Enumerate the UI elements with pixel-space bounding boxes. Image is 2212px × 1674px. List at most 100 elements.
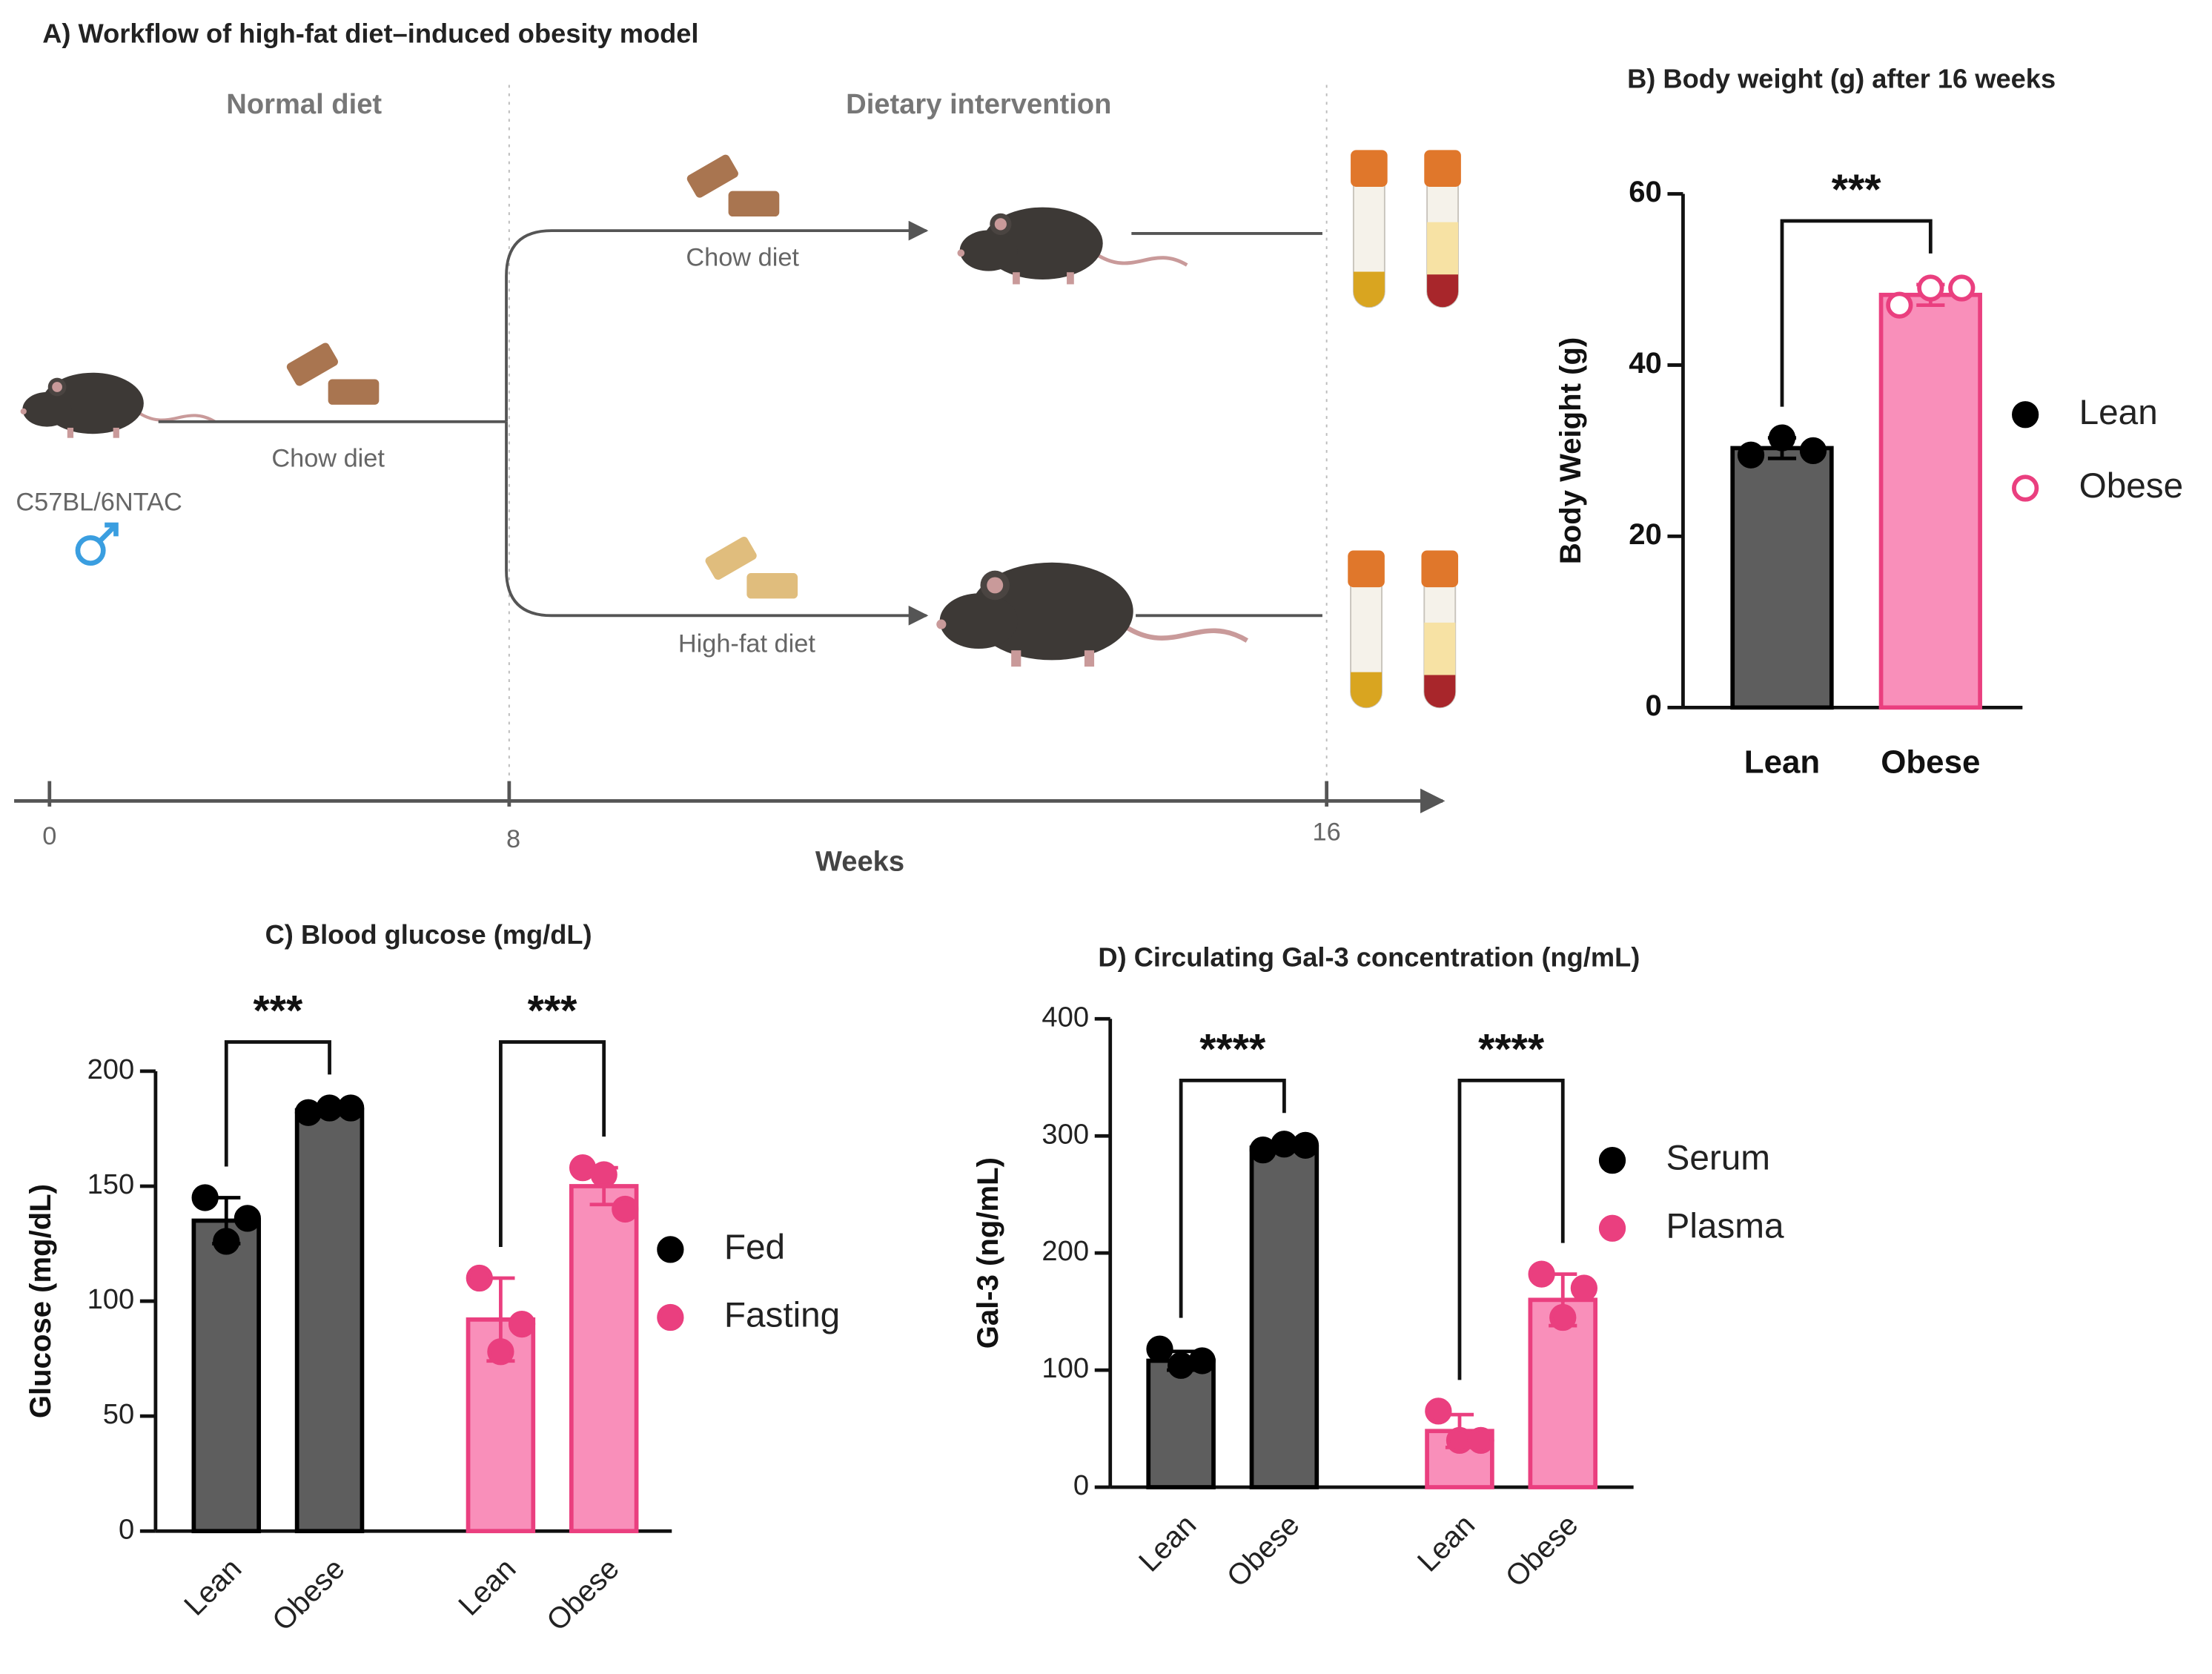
x-tick-label: Obese [540,1552,626,1638]
y-tick-label: 0 [1073,1469,1089,1501]
bar [569,1184,639,1534]
y-tick-label: 400 [1042,1001,1089,1033]
data-point [1886,291,1913,319]
bar [1249,1145,1319,1489]
data-point [337,1094,365,1122]
chart-title: C) Blood glucose (mg/dL) [265,919,592,950]
y-tick-label: 300 [1042,1118,1089,1150]
x-tick-label: Lean [178,1552,248,1622]
data-point [234,1205,262,1232]
bar [1878,292,1982,710]
significance-label: *** [1832,166,1882,214]
data-point [1917,274,1944,302]
x-tick-label: Obese [1500,1509,1585,1594]
food-icon [685,153,780,217]
bar [294,1108,365,1534]
data-point [612,1195,639,1223]
legend-label: Obese [2079,466,2183,506]
timeline-tick-label: 16 [1313,818,1341,846]
legend-marker [1598,1147,1626,1174]
data-point [508,1310,536,1338]
bar [1146,1358,1216,1489]
y-tick-label: 150 [87,1168,135,1200]
data-point [1948,274,1976,302]
y-tick-label: 100 [1042,1352,1089,1384]
legend-marker [657,1303,684,1331]
significance-bracket [1780,219,1933,407]
mouse-icon [957,208,1187,285]
flow-arrow [505,421,929,626]
timeline-label: Weeks [815,845,904,877]
tube-icon [1423,149,1462,308]
y-tick-label: 0 [119,1513,134,1545]
data-point [1167,1352,1195,1379]
data-point [1549,1303,1577,1331]
data-point [1528,1260,1555,1288]
phase-label: Normal diet [226,88,382,120]
y-axis-label: Gal-3 (ng/mL) [972,1157,1004,1349]
legend-marker [1598,1214,1626,1242]
data-point [487,1338,514,1366]
tube-icon [1347,549,1385,709]
data-point [590,1161,617,1188]
diet-label: High-fat diet [678,629,816,658]
significance-label: *** [528,987,578,1034]
x-tick-label: Obese [266,1552,351,1638]
y-tick-label: 200 [87,1053,135,1085]
legend-marker [657,1236,684,1263]
significance-bracket [499,1040,606,1248]
food-icon [285,341,380,405]
y-tick-label: 40 [1629,347,1662,380]
panel-title: A) Workflow of high-fat diet–induced obe… [42,18,698,48]
legend-marker [2012,401,2039,429]
significance-bracket [1179,1078,1286,1318]
data-point [191,1184,219,1211]
phase-label: Dietary intervention [846,88,1111,120]
legend-marker [2012,474,2039,502]
significance-label: **** [1199,1025,1266,1073]
food-icon [703,535,798,599]
diet-label: Chow diet [686,243,799,271]
y-tick-label: 200 [1042,1235,1089,1267]
data-point [294,1099,322,1126]
y-tick-label: 0 [1646,689,1662,722]
data-point [213,1228,240,1255]
data-point [1570,1274,1598,1302]
diet-label: Chow diet [271,444,385,472]
legend-label: Fed [724,1228,785,1267]
chart-title: D) Circulating Gal-3 concentration (ng/m… [1098,942,1640,973]
x-tick-label: Lean [1411,1509,1481,1578]
data-point [1188,1347,1216,1374]
significance-label: *** [254,987,304,1034]
tube-icon [1420,549,1460,709]
data-point [1737,441,1765,469]
x-tick-label: Lean [452,1552,522,1622]
flow-arrow [505,220,929,422]
mouse-icon [21,373,215,438]
timeline-tick-label: 0 [42,822,56,850]
significance-bracket [224,1040,331,1167]
y-axis-label: Body Weight (g) [1554,337,1587,564]
legend-label: Serum [1666,1139,1770,1178]
male-symbol [75,522,119,566]
data-point [1249,1137,1276,1164]
bar [1730,446,1834,710]
data-point [1467,1426,1494,1455]
x-tick-label: Obese [1881,744,1980,780]
x-tick-label: Lean [1133,1509,1202,1578]
workflow-panel: A) Workflow of high-fat diet–induced obe… [14,18,1462,877]
y-tick-label: 100 [87,1283,135,1315]
legend-label: Plasma [1666,1206,1784,1245]
y-axis-label: Glucose (mg/dL) [24,1184,57,1418]
x-tick-label: Obese [1221,1509,1306,1594]
timeline-tick-label: 8 [506,825,520,853]
y-tick-label: 50 [103,1398,134,1430]
data-point [1291,1131,1319,1159]
data-point [1146,1335,1173,1363]
legend-label: Fasting [724,1296,840,1335]
data-point [1799,437,1827,465]
tube-icon [1350,149,1388,308]
data-point [1768,424,1796,451]
